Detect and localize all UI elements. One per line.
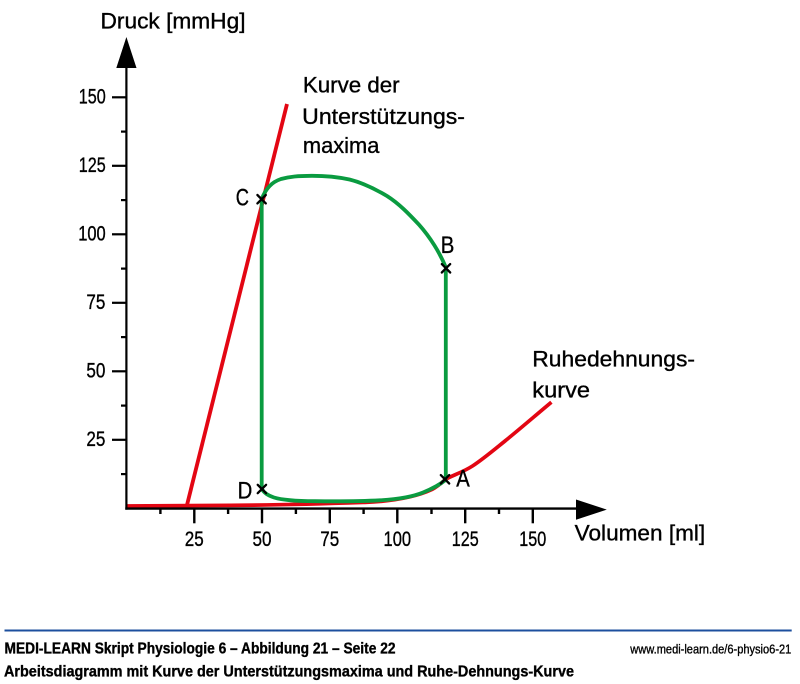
svg-text:100: 100 xyxy=(384,528,412,551)
svg-text:50: 50 xyxy=(253,528,272,551)
svg-text:150: 150 xyxy=(519,528,546,551)
svg-text:25: 25 xyxy=(185,528,204,551)
svg-text:Kurve der: Kurve der xyxy=(303,73,400,98)
svg-text:MEDI-LEARN Skript Physiologie: MEDI-LEARN Skript Physiologie 6 – Abbild… xyxy=(5,641,396,658)
svg-text:Arbeitsdiagramm mit Kurve der: Arbeitsdiagramm mit Kurve der Unterstütz… xyxy=(4,664,574,681)
svg-text:100: 100 xyxy=(78,223,106,246)
svg-text:50: 50 xyxy=(86,360,105,383)
svg-text:Ruhedehnungs-: Ruhedehnungs- xyxy=(532,347,695,372)
svg-text:25: 25 xyxy=(86,428,105,451)
svg-text:maxima: maxima xyxy=(303,133,380,158)
svg-text:Druck [mmHg]: Druck [mmHg] xyxy=(101,9,246,34)
svg-text:D: D xyxy=(238,478,253,505)
svg-text:A: A xyxy=(456,466,470,493)
svg-text:125: 125 xyxy=(452,528,479,551)
svg-text:75: 75 xyxy=(86,291,105,314)
svg-text:75: 75 xyxy=(320,528,339,551)
svg-text:www.medi-learn.de/6-physio6-21: www.medi-learn.de/6-physio6-21 xyxy=(629,641,791,656)
svg-text:125: 125 xyxy=(79,154,106,177)
svg-text:kurve: kurve xyxy=(532,378,590,403)
svg-text:C: C xyxy=(236,185,249,212)
svg-text:B: B xyxy=(441,232,455,259)
svg-text:150: 150 xyxy=(79,86,106,109)
svg-text:Volumen [ml]: Volumen [ml] xyxy=(575,520,706,545)
svg-text:Unterstützungs-: Unterstützungs- xyxy=(302,104,465,129)
